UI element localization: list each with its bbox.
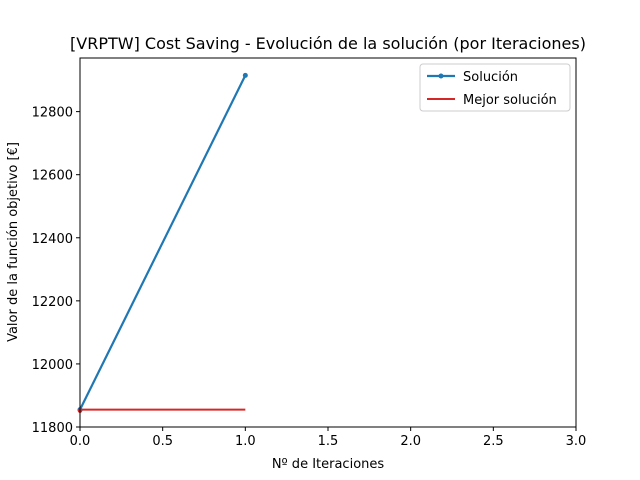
y-tick-label: 11800 xyxy=(32,421,73,436)
x-axis-label: Nº de Iteraciones xyxy=(272,457,385,472)
y-tick-label: 12600 xyxy=(32,169,73,184)
x-tick-label: 1.0 xyxy=(235,434,256,449)
series-solution-point xyxy=(242,72,248,78)
x-tick-label: 0.0 xyxy=(70,434,91,449)
x-tick-label: 2.0 xyxy=(400,434,421,449)
plot-area xyxy=(80,58,576,427)
y-tick-label: 12800 xyxy=(32,106,73,121)
legend-solution-marker xyxy=(438,73,444,79)
x-axis: 0.0 0.5 1.0 1.5 2.0 2.5 3.0 xyxy=(70,427,587,449)
legend-solution-label: Solución xyxy=(463,70,518,85)
legend-box xyxy=(419,63,571,112)
x-tick-label: 2.5 xyxy=(483,434,504,449)
y-axis: 11800 12000 12200 12400 12600 12800 xyxy=(32,106,80,436)
y-tick-label: 12000 xyxy=(32,358,73,373)
y-tick-label: 12200 xyxy=(32,295,73,310)
chart-title: [VRPTW] Cost Saving - Evolución de la so… xyxy=(70,34,586,53)
legend: Solución Mejor solución xyxy=(419,63,571,112)
x-tick-label: 1.5 xyxy=(318,434,339,449)
y-tick-label: 12400 xyxy=(32,232,73,247)
plot-background xyxy=(80,58,576,427)
x-tick-label: 3.0 xyxy=(566,434,587,449)
y-axis-label: Valor de la función objetivo [€] xyxy=(6,142,21,342)
legend-best-solution-label: Mejor solución xyxy=(463,93,557,108)
series-solution-line xyxy=(79,74,247,411)
x-tick-label: 0.5 xyxy=(152,434,173,449)
